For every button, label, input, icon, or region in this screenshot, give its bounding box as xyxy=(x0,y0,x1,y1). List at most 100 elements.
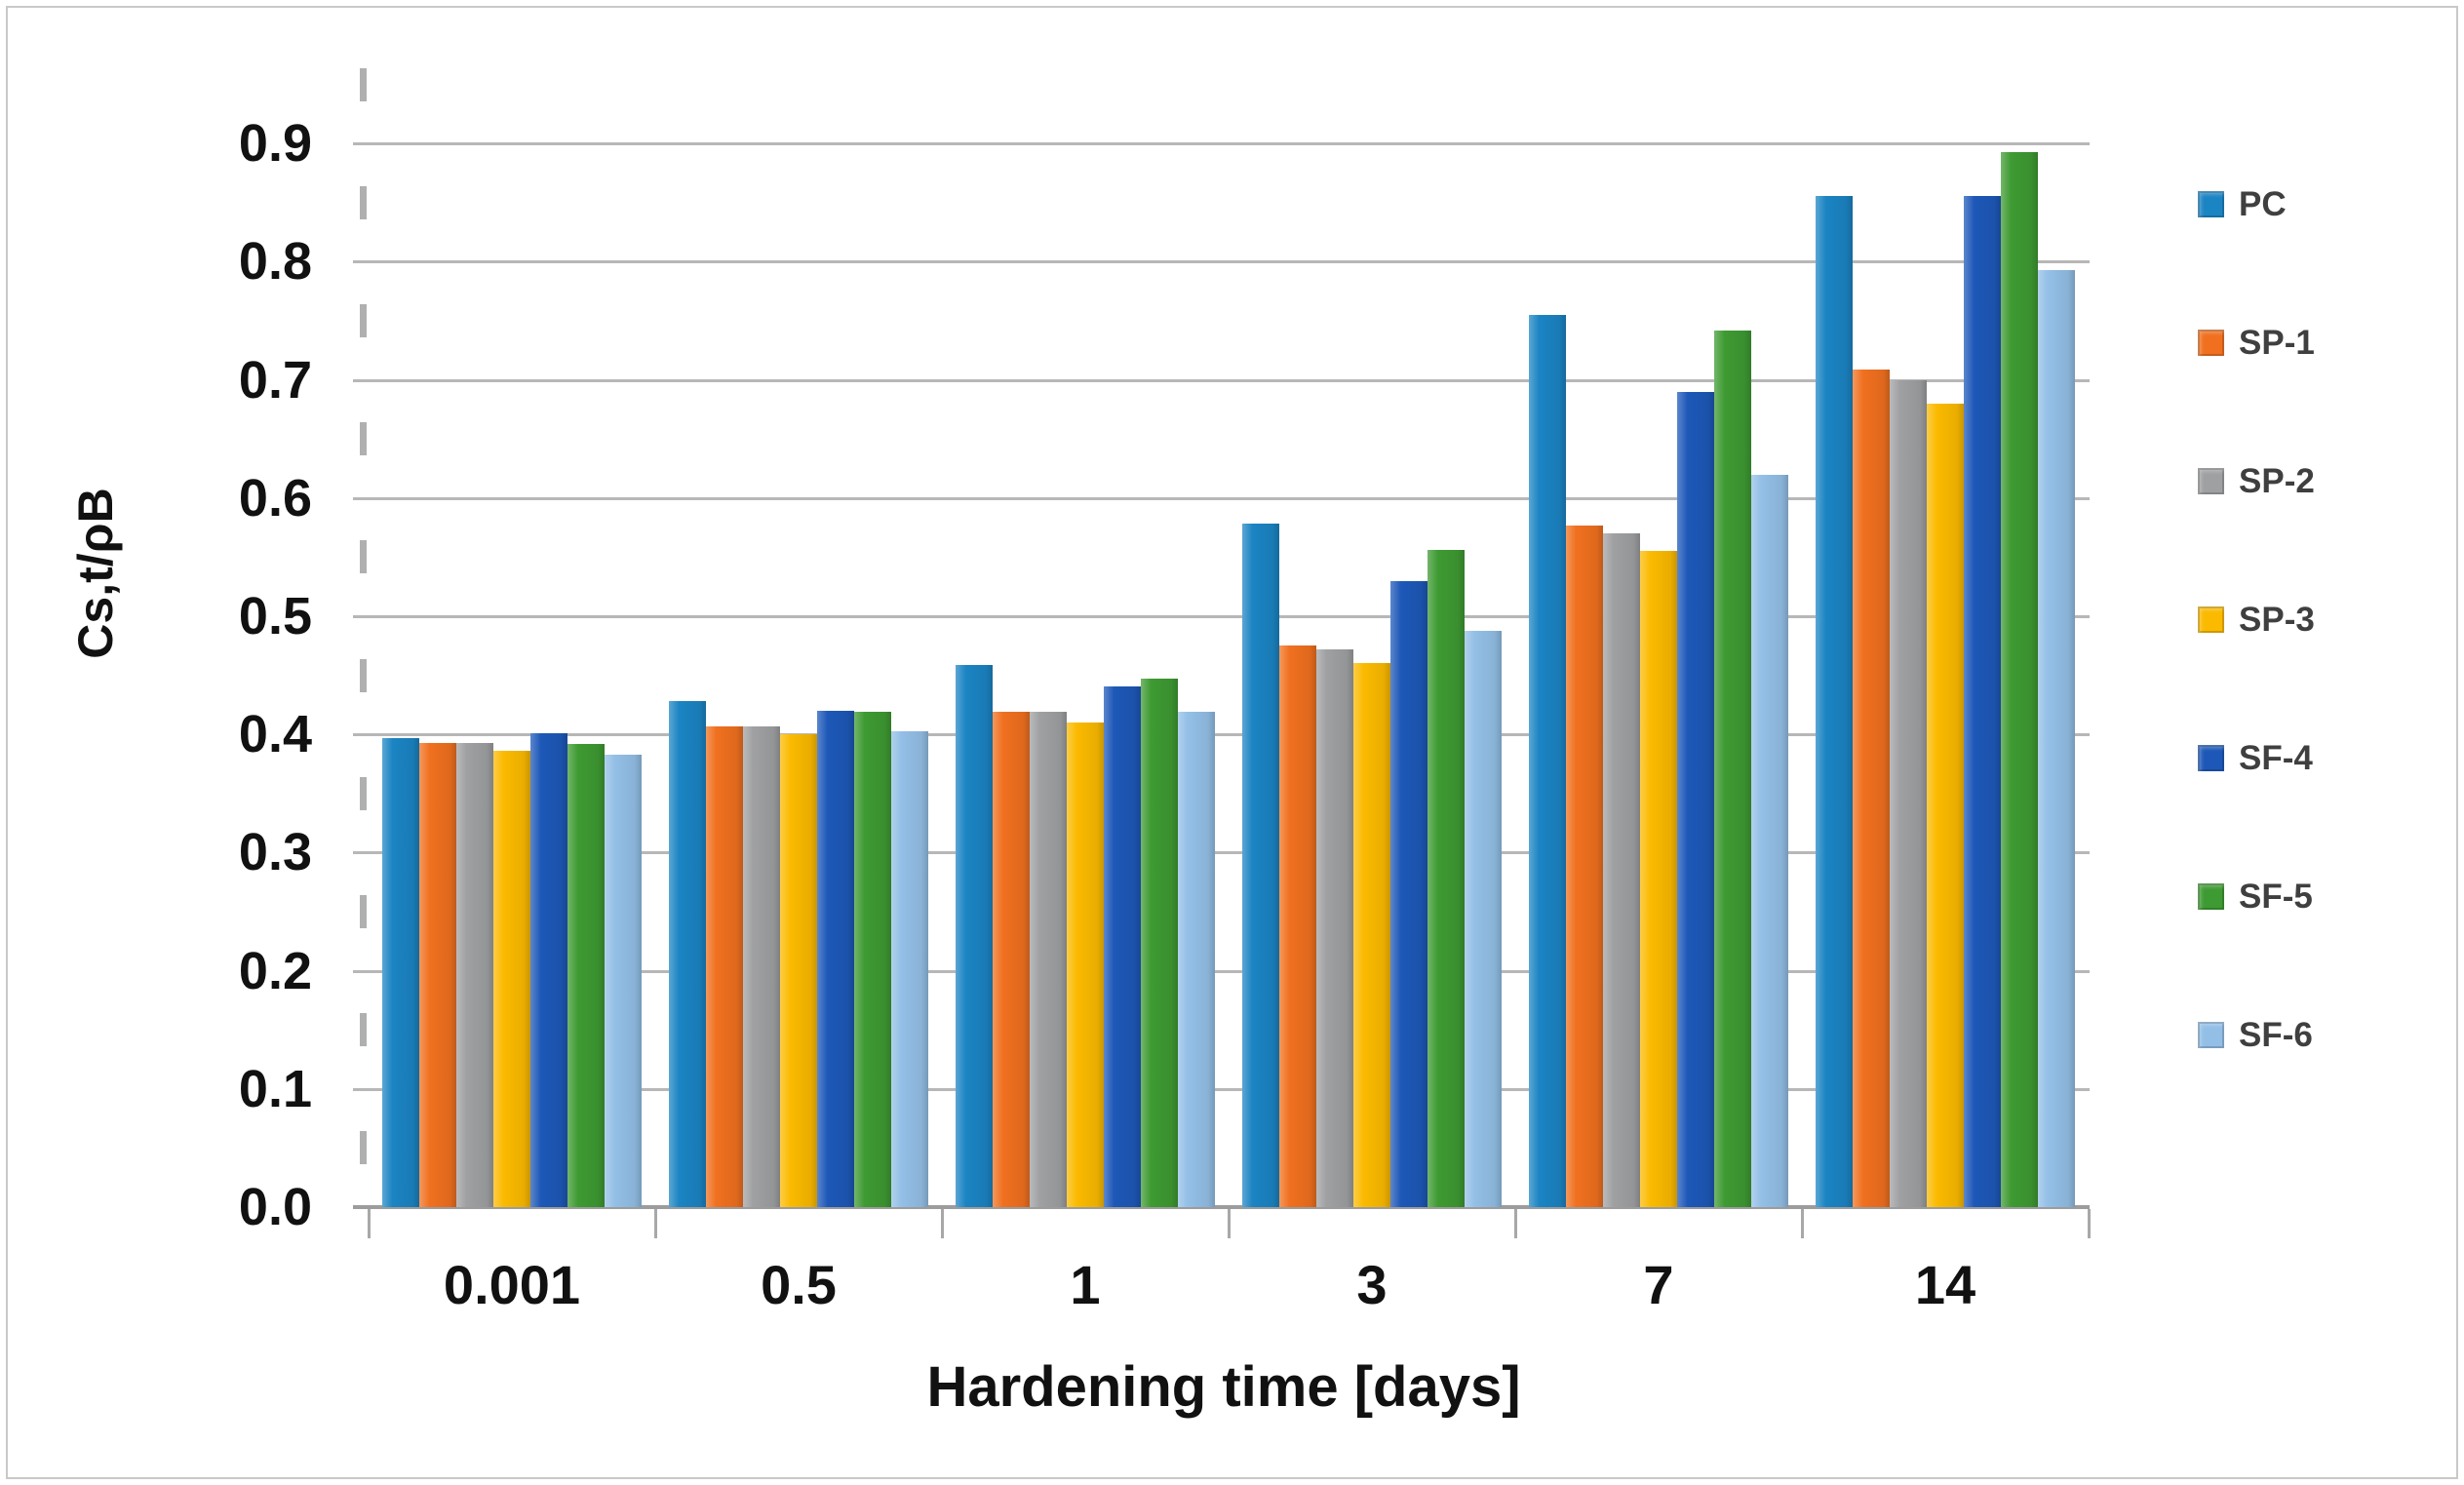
bar-SP-1-1 xyxy=(993,712,1030,1207)
legend-swatch-SF-6 xyxy=(2198,1022,2224,1048)
bar-sheen xyxy=(1242,524,1279,1207)
y-axis-minor-tick xyxy=(360,540,367,574)
bar-SP-3-0.001 xyxy=(493,751,530,1207)
bar-PC-14 xyxy=(1816,195,1853,1207)
bar-sheen xyxy=(817,710,854,1207)
bar-SP-2-0.001 xyxy=(456,742,493,1207)
y-tick-label-0.4: 0.4 xyxy=(238,705,312,764)
bar-sheen xyxy=(1566,525,1603,1207)
bar-SP-3-0.5 xyxy=(780,734,817,1207)
bar-sheen xyxy=(493,751,530,1207)
bar-sheen xyxy=(1964,195,2001,1207)
x-axis-tick xyxy=(654,1209,657,1238)
bar-sheen xyxy=(1603,533,1640,1207)
bar-SP-2-0.5 xyxy=(743,725,780,1207)
legend-label-SP-3: SP-3 xyxy=(2239,601,2315,639)
bar-PC-0.5 xyxy=(669,701,706,1207)
bar-SP-2-14 xyxy=(1890,379,1927,1207)
bar-sheen xyxy=(1030,712,1067,1207)
bar-sheen xyxy=(1316,648,1353,1207)
bar-sheen xyxy=(854,712,891,1207)
bar-sheen xyxy=(1390,580,1428,1207)
bar-SP-3-7 xyxy=(1640,551,1677,1207)
y-axis-minor-tick xyxy=(360,304,367,337)
x-tick-label-7: 7 xyxy=(1643,1254,1674,1315)
gridline-0.7 xyxy=(353,378,2090,382)
y-axis-title: Cs,t/ρB xyxy=(68,488,123,659)
x-axis-tick xyxy=(1514,1209,1517,1238)
bar-sheen xyxy=(1279,645,1316,1207)
y-tick-label-0.8: 0.8 xyxy=(238,232,312,292)
legend-swatch-SF-5 xyxy=(2198,883,2224,910)
legend: PC SP-1 SP-2 SP-3 SF-4 SF-5 SF-6 xyxy=(2192,0,2445,1485)
y-axis-minor-tick xyxy=(360,1131,367,1165)
x-tick-label-0.001: 0.001 xyxy=(443,1254,581,1315)
bar-SF-6-7 xyxy=(1751,474,1788,1207)
bar-SP-1-14 xyxy=(1853,369,1890,1207)
bar-sheen xyxy=(706,725,743,1207)
bar-sheen xyxy=(456,742,493,1207)
gridline-0.9 xyxy=(353,142,2090,146)
gridline-0.6 xyxy=(353,496,2090,500)
bar-SF-5-3 xyxy=(1428,550,1465,1207)
gridline-0.2 xyxy=(353,969,2090,973)
x-axis-tick xyxy=(1801,1209,1804,1238)
bar-sheen xyxy=(1927,403,1964,1207)
legend-label-SP-1: SP-1 xyxy=(2239,324,2315,362)
bar-sheen xyxy=(1714,330,1751,1207)
legend-item-SF-6: SF-6 xyxy=(2192,1012,2445,1059)
y-axis-minor-tick xyxy=(360,185,367,219)
legend-item-SF-5: SF-5 xyxy=(2192,874,2445,920)
legend-swatch-SP-3 xyxy=(2198,606,2224,633)
bar-SF-6-3 xyxy=(1465,630,1502,1207)
bar-sheen xyxy=(1890,379,1927,1207)
legend-swatch-PC xyxy=(2198,191,2224,217)
legend-label-PC: PC xyxy=(2239,185,2287,223)
x-axis-tick xyxy=(2088,1209,2091,1238)
x-axis-tick xyxy=(941,1209,944,1238)
gridline-0.4 xyxy=(353,733,2090,737)
legend-swatch-SP-2 xyxy=(2198,468,2224,494)
bar-SF-5-1 xyxy=(1141,679,1178,1207)
bar-sheen xyxy=(993,712,1030,1207)
y-tick-label-0.2: 0.2 xyxy=(238,941,312,1000)
y-axis-minor-tick xyxy=(360,658,367,692)
legend-label-SF-4: SF-4 xyxy=(2239,739,2313,777)
legend-swatch-SP-1 xyxy=(2198,330,2224,356)
bar-SF-5-7 xyxy=(1714,330,1751,1207)
bar-sheen xyxy=(956,664,993,1207)
y-tick-label-0.3: 0.3 xyxy=(238,823,312,882)
y-tick-label-0.6: 0.6 xyxy=(238,468,312,528)
bar-PC-1 xyxy=(956,664,993,1207)
legend-item-SF-4: SF-4 xyxy=(2192,735,2445,782)
bar-SF-5-0.5 xyxy=(854,712,891,1207)
bar-SF-6-1 xyxy=(1178,712,1215,1207)
y-tick-label-0.7: 0.7 xyxy=(238,350,312,410)
bar-sheen xyxy=(605,754,642,1207)
bar-sheen xyxy=(1353,663,1390,1207)
bar-SP-3-1 xyxy=(1067,723,1104,1207)
bar-SF-6-0.001 xyxy=(605,754,642,1207)
bar-sheen xyxy=(743,725,780,1207)
y-axis-minor-tick xyxy=(360,422,367,456)
bar-SP-3-3 xyxy=(1353,663,1390,1207)
bar-SF-4-14 xyxy=(1964,195,2001,1207)
gridline-0.3 xyxy=(353,851,2090,855)
bar-SF-6-14 xyxy=(2038,269,2075,1207)
bar-sheen xyxy=(1067,723,1104,1207)
bar-sheen xyxy=(1853,369,1890,1207)
bar-SP-1-0.5 xyxy=(706,725,743,1207)
bar-PC-0.001 xyxy=(382,737,419,1207)
legend-item-SP-1: SP-1 xyxy=(2192,320,2445,367)
bar-sheen xyxy=(1141,679,1178,1207)
legend-label-SP-2: SP-2 xyxy=(2239,462,2315,500)
gridline-0.1 xyxy=(353,1087,2090,1091)
bar-sheen xyxy=(567,743,605,1207)
bar-SF-4-0.5 xyxy=(817,710,854,1207)
bar-sheen xyxy=(2038,269,2075,1207)
x-axis-line xyxy=(353,1205,2090,1209)
bar-sheen xyxy=(1640,551,1677,1207)
bar-SP-1-3 xyxy=(1279,645,1316,1207)
legend-label-SF-5: SF-5 xyxy=(2239,878,2313,916)
